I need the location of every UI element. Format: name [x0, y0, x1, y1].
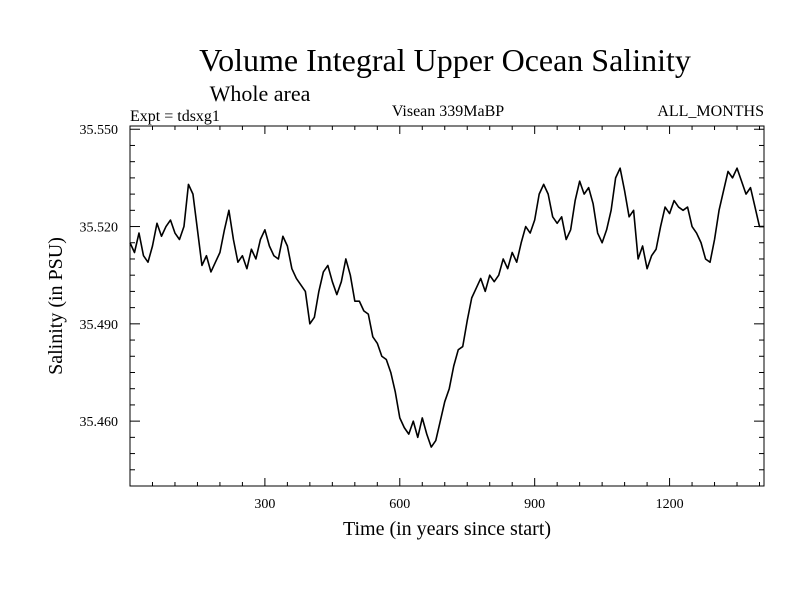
y-tick-label: 35.460 — [80, 415, 119, 430]
x-tick-label: 600 — [389, 497, 410, 512]
x-tick-label: 1200 — [656, 497, 684, 512]
months-label: ALL_MONTHS — [657, 103, 764, 120]
chart-subtitle: Whole area — [210, 81, 311, 106]
plot-frame — [129, 125, 765, 487]
x-tick-label: 900 — [524, 497, 545, 512]
chart-title: Volume Integral Upper Ocean Salinity — [199, 42, 691, 78]
salinity-series-line — [129, 167, 764, 448]
y-tick-label: 35.490 — [80, 318, 119, 333]
x-tick-label: 300 — [254, 497, 275, 512]
series-layer — [129, 167, 764, 448]
axis-ticks: 300 600 900 1200 35.460 35.490 35.520 35.550 — [80, 123, 764, 512]
experiment-label: Expt = tdsxg1 — [130, 108, 220, 125]
y-tick-label: 35.550 — [80, 123, 119, 138]
x-axis-label: Time (in years since start) — [343, 518, 551, 540]
y-axis-label: Salinity (in PSU) — [45, 237, 67, 375]
period-label: Visean 339MaBP — [392, 103, 504, 120]
y-tick-label: 35.520 — [80, 221, 119, 236]
